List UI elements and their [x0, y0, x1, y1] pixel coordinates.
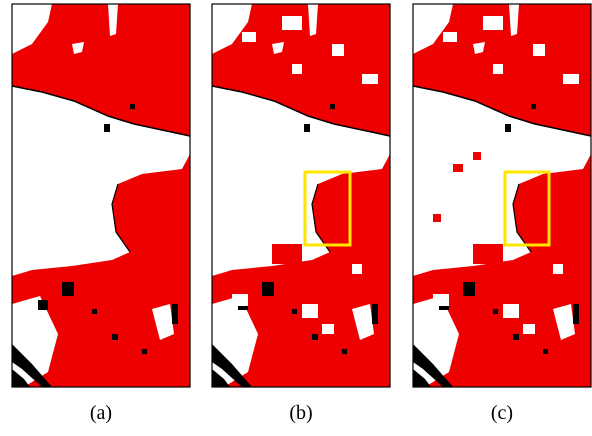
panel-label: (a) [90, 402, 112, 424]
figure: (a) (b) (c) [0, 0, 592, 436]
panel-b [212, 4, 390, 387]
panel-label: (c) [491, 402, 513, 424]
panel-c [413, 4, 591, 387]
panel-label: (b) [289, 402, 312, 424]
panel-a [12, 4, 190, 387]
